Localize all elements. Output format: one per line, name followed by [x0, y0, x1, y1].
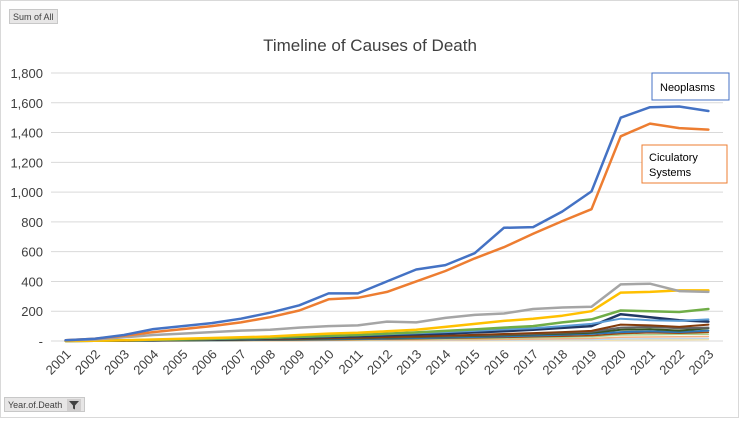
x-tick-label: 2019 [569, 347, 600, 378]
series-lines [64, 105, 710, 343]
x-tick-label: 2017 [510, 347, 541, 378]
y-tick-label: 600 [21, 245, 43, 260]
series-line-yellow [64, 289, 710, 343]
x-tick-label: 2007 [218, 347, 249, 378]
values-field-button[interactable]: Sum of All [9, 9, 58, 24]
series-line-gray [64, 282, 710, 342]
x-tick-label: 2001 [43, 347, 74, 378]
annotation-circulatory-line: Systems [649, 167, 692, 179]
y-tick-label: 1,000 [10, 185, 43, 200]
annotation-circulatory: Ciculatory Systems [641, 144, 728, 184]
x-tick-label: 2005 [160, 347, 191, 378]
y-tick-label: 1,800 [10, 66, 43, 81]
x-axis-tick-labels: 2001200220032004200520062007200820092010… [43, 347, 717, 378]
y-tick-label: 400 [21, 274, 43, 289]
x-tick-label: 2013 [393, 347, 424, 378]
gridlines [51, 72, 723, 342]
series-line-circulatory [64, 122, 710, 342]
y-tick-label: 1,200 [10, 155, 43, 170]
annotation-circulatory-line: Ciculatory [649, 152, 698, 164]
annotation-circulatory-text: Ciculatory Systems [649, 152, 698, 179]
x-tick-label: 2021 [627, 347, 658, 378]
year-field-button[interactable]: Year.of.Death [4, 397, 86, 412]
annotation-neoplasms-text: Neoplasms [660, 82, 716, 94]
x-tick-label: 2009 [276, 347, 307, 378]
y-tick-label: 200 [21, 304, 43, 319]
chart-title: Timeline of Causes of Death [263, 36, 477, 55]
x-tick-label: 2010 [306, 347, 337, 378]
annotation-neoplasms: Neoplasms [651, 72, 730, 101]
x-tick-label: 2014 [422, 347, 453, 378]
x-tick-label: 2006 [189, 347, 220, 378]
year-field-label: Year.of.Death [8, 400, 63, 410]
x-tick-label: 2016 [481, 347, 512, 378]
series-line-neoplasms [64, 105, 710, 342]
x-tick-label: 2018 [539, 347, 570, 378]
y-axis-tick-labels: - 200 400 600 800 1,000 1,200 1,400 1,600 1,800 [10, 66, 43, 349]
y-tick-label: 1,600 [10, 96, 43, 111]
x-tick-label: 2004 [130, 347, 161, 378]
x-tick-label: 2023 [685, 347, 716, 378]
y-tick-label: 800 [21, 215, 43, 230]
x-tick-label: 2012 [364, 347, 395, 378]
x-tick-label: 2002 [72, 347, 103, 378]
x-tick-label: 2008 [247, 347, 278, 378]
y-tick-label: - [39, 334, 43, 349]
x-tick-label: 2020 [598, 347, 629, 378]
x-tick-label: 2003 [101, 347, 132, 378]
x-tick-label: 2011 [336, 347, 366, 377]
x-tick-label: 2022 [656, 347, 687, 378]
y-tick-label: 1,400 [10, 126, 43, 141]
filter-icon[interactable] [67, 399, 82, 411]
x-tick-label: 2015 [452, 347, 483, 378]
